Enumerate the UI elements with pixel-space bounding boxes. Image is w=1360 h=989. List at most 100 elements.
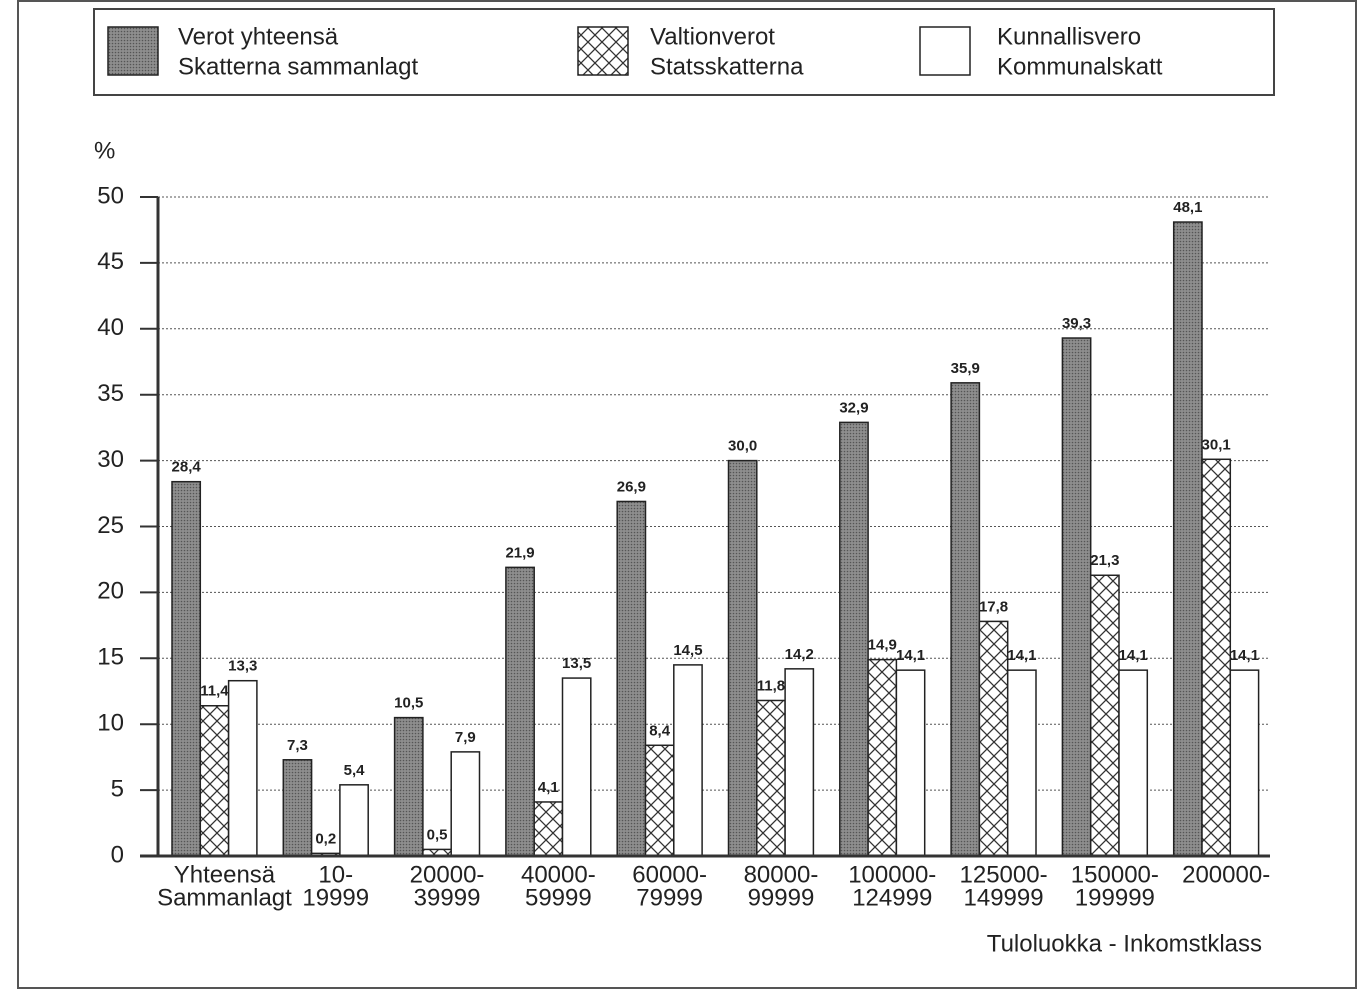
bar [1061, 337, 1092, 857]
y-tick-label: 5 [111, 775, 124, 802]
bar [839, 421, 869, 857]
data-label: 14,5 [673, 642, 702, 659]
bar [505, 566, 535, 857]
bar [673, 664, 703, 857]
bar [393, 716, 424, 857]
data-label: 0,5 [427, 826, 448, 843]
data-label: 28,4 [172, 459, 202, 476]
bar [533, 801, 564, 857]
data-label: 14,1 [1007, 647, 1036, 664]
data-label: 5,4 [344, 762, 366, 779]
frame [17, 0, 1357, 989]
x-tick-label: 80000- [744, 861, 819, 888]
legend-label: Skatterna sammanlagt [178, 53, 418, 80]
bar [784, 668, 815, 857]
legend-label: Statsskatterna [650, 53, 804, 80]
legend-swatch [919, 26, 971, 76]
x-tick-label: 100000- [848, 861, 936, 888]
bar [1201, 458, 1232, 857]
data-label: 14,2 [785, 646, 814, 663]
data-label: 30,1 [1202, 436, 1231, 453]
bar [1089, 574, 1120, 857]
data-label: 21,9 [505, 544, 534, 561]
bar [1172, 221, 1203, 857]
data-label: 11,4 [200, 683, 229, 700]
bar [867, 658, 898, 857]
bar [727, 459, 758, 857]
data-label: 0,2 [315, 830, 336, 847]
bar [561, 677, 592, 857]
x-tick-label: 125000- [960, 861, 1048, 888]
x-tick-label: 59999 [525, 884, 592, 911]
data-label: 30,0 [728, 438, 757, 455]
bar [616, 500, 647, 857]
y-tick-label: 50 [97, 182, 124, 209]
data-label: 14,1 [896, 647, 925, 664]
data-label: 13,3 [228, 658, 257, 675]
data-label: 26,9 [617, 478, 646, 495]
legend-swatch [577, 26, 629, 76]
y-tick-label: 20 [97, 578, 124, 605]
x-tick-label: 19999 [302, 884, 369, 911]
bar [950, 382, 981, 857]
x-tick-label: 99999 [748, 884, 815, 911]
bar [227, 679, 258, 857]
x-tick-label: 79999 [636, 884, 703, 911]
y-tick-label: 35 [97, 380, 124, 407]
data-label: 10,5 [394, 695, 423, 712]
data-label: 7,9 [455, 729, 476, 746]
legend-label: Kunnallisvero [997, 23, 1141, 50]
x-tick-label: 39999 [414, 884, 481, 911]
legend-label: Verot yhteensä [178, 23, 339, 50]
data-label: 35,9 [951, 360, 980, 377]
bar [339, 784, 369, 857]
x-tick-label: 200000- [1182, 861, 1270, 888]
legend-box [93, 8, 1275, 96]
x-tick-label: 149999 [964, 884, 1044, 911]
x-tick-label: 124999 [852, 884, 932, 911]
x-tick-label: Sammanlagt [157, 884, 292, 911]
bar [895, 669, 926, 857]
y-tick-label: 0 [111, 841, 124, 868]
x-tick-label: Yhteensä [174, 861, 276, 888]
legend-label: Kommunalskatt [997, 53, 1163, 80]
data-label: 14,1 [1230, 647, 1259, 664]
y-tick-label: 15 [97, 644, 124, 671]
data-label: 48,1 [1173, 199, 1202, 216]
bar [1229, 669, 1260, 857]
bar [756, 699, 786, 857]
bar [978, 620, 1009, 857]
x-tick-label: 40000- [521, 861, 596, 888]
x-axis-label: Tuloluokka - Inkomstklass [987, 930, 1262, 957]
x-tick-label: 20000- [410, 861, 485, 888]
data-label: 8,4 [649, 722, 671, 739]
y-tick-label: 25 [97, 512, 124, 539]
bar [1006, 669, 1037, 857]
data-label: 39,3 [1062, 315, 1091, 332]
bar [199, 704, 230, 857]
data-label: 14,9 [868, 637, 897, 654]
y-tick-label: 45 [97, 248, 124, 275]
bar [1118, 669, 1149, 857]
x-tick-label: 150000- [1071, 861, 1159, 888]
data-label: 4,1 [538, 779, 559, 796]
data-label: 7,3 [287, 737, 308, 754]
legend-swatch [107, 26, 159, 76]
data-label: 21,3 [1090, 552, 1119, 569]
y-tick-label: 40 [97, 314, 124, 341]
bar [450, 751, 481, 857]
data-label: 11,8 [757, 677, 785, 694]
y-tick-label: 30 [97, 446, 124, 473]
y-tick-label: 10 [97, 710, 124, 737]
x-tick-label: 60000- [632, 861, 707, 888]
bar [644, 744, 675, 857]
data-label: 17,8 [979, 598, 1008, 615]
data-label: 32,9 [839, 399, 868, 416]
y-axis-label: % [94, 137, 115, 164]
legend-label: Valtionverot [650, 23, 775, 50]
data-label: 13,5 [562, 655, 591, 672]
bar [171, 480, 202, 857]
x-tick-label: 199999 [1075, 884, 1155, 911]
data-label: 14,1 [1119, 647, 1148, 664]
